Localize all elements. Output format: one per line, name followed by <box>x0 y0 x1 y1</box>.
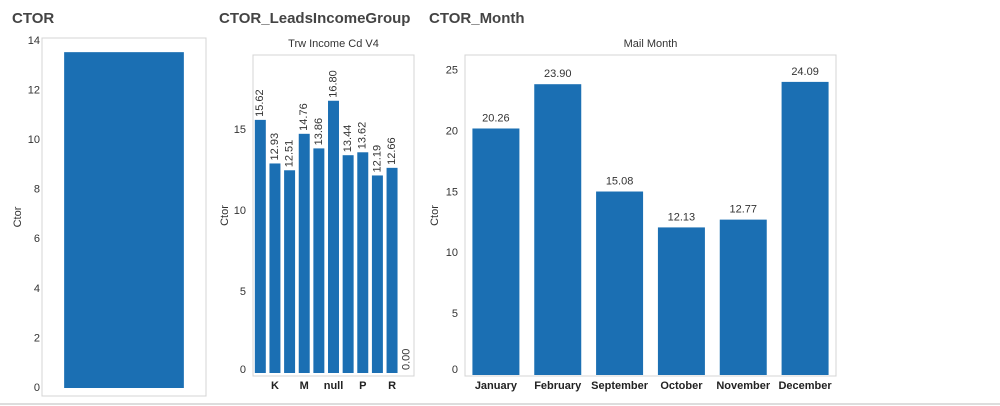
x-tick-label: K <box>271 380 279 392</box>
value-label: 0.00 <box>401 349 413 370</box>
y-axis-label: Ctor <box>429 205 441 226</box>
bar <box>342 155 354 373</box>
value-label: 16.80 <box>327 70 339 98</box>
bar <box>534 84 582 375</box>
y-tick-label: 25 <box>446 65 458 77</box>
plot-frame <box>252 54 415 377</box>
value-label: 14.76 <box>298 103 310 131</box>
y-axis-label: Ctor <box>12 206 24 227</box>
bar <box>313 148 325 373</box>
y-tick-label: 0 <box>240 364 246 376</box>
plot-frame <box>41 37 207 397</box>
y-tick-label: 5 <box>452 308 458 320</box>
bar <box>269 163 281 373</box>
bar <box>328 100 339 373</box>
value-label: 12.13 <box>668 211 696 223</box>
y-tick-label: 2 <box>34 332 40 344</box>
bar <box>719 219 767 375</box>
y-tick-label: 10 <box>446 247 458 259</box>
value-label: 24.09 <box>791 66 819 78</box>
value-label: 12.93 <box>269 133 281 161</box>
x-axis-header: Trw Income Cd V4 <box>288 38 379 50</box>
x-tick-label: February <box>534 380 582 392</box>
x-axis-header: Mail Month <box>624 38 678 50</box>
y-axis-label: Ctor <box>219 205 231 226</box>
x-tick-label: December <box>778 380 832 392</box>
y-tick-label: 12 <box>28 84 40 96</box>
y-tick-label: 5 <box>240 286 246 298</box>
y-tick-label: 20 <box>446 126 458 138</box>
value-label: 23.90 <box>544 68 572 80</box>
x-tick-label: null <box>324 380 344 392</box>
value-label: 20.26 <box>482 112 510 124</box>
bar <box>357 152 369 373</box>
bar <box>371 175 383 373</box>
value-label: 12.77 <box>729 204 757 216</box>
chart-title: CTOR_Month <box>429 10 525 27</box>
value-label: 12.66 <box>386 137 398 165</box>
value-label: 13.62 <box>357 122 369 150</box>
bar <box>284 170 296 373</box>
y-tick-label: 0 <box>452 364 458 376</box>
bar <box>781 81 829 375</box>
value-label: 12.51 <box>283 140 295 168</box>
y-tick-label: 15 <box>234 124 246 136</box>
x-tick-label: P <box>359 380 366 392</box>
value-label: 13.86 <box>313 118 325 146</box>
y-tick-label: 6 <box>34 233 40 245</box>
bar <box>596 191 644 375</box>
value-label: 13.44 <box>342 125 354 153</box>
chart-title: CTOR_LeadsIncomeGroup <box>219 10 410 27</box>
bar <box>298 133 310 373</box>
x-tick-label: M <box>300 380 309 392</box>
bar <box>657 227 705 375</box>
y-tick-label: 15 <box>446 186 458 198</box>
value-label: 15.62 <box>254 89 266 117</box>
bar <box>386 167 398 373</box>
y-tick-label: 4 <box>34 283 40 295</box>
y-tick-label: 14 <box>28 35 40 47</box>
y-tick-label: 10 <box>234 205 246 217</box>
bar <box>254 119 266 373</box>
y-tick-label: 8 <box>34 184 40 196</box>
bar <box>64 52 184 389</box>
x-tick-label: October <box>660 380 703 392</box>
x-tick-label: January <box>475 380 518 392</box>
y-tick-label: 0 <box>34 382 40 394</box>
chart-title: CTOR <box>12 10 54 27</box>
value-label: 12.19 <box>371 145 383 173</box>
y-tick-label: 10 <box>28 134 40 146</box>
value-label: 15.08 <box>606 175 634 187</box>
plot-frame <box>464 54 837 377</box>
x-tick-label: R <box>388 380 396 392</box>
bar <box>472 128 520 375</box>
x-tick-label: September <box>591 380 649 392</box>
x-tick-label: November <box>716 380 771 392</box>
